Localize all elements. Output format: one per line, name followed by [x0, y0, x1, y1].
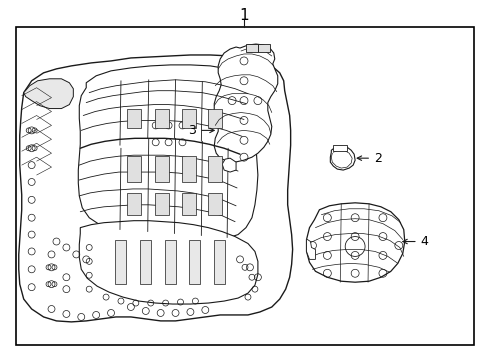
- Bar: [182, 193, 196, 215]
- Polygon shape: [330, 146, 354, 170]
- Bar: [154, 109, 168, 129]
- Text: 3: 3: [188, 124, 214, 137]
- Bar: [127, 156, 141, 182]
- Bar: [182, 156, 196, 182]
- Bar: [154, 193, 168, 215]
- Polygon shape: [306, 239, 315, 260]
- Polygon shape: [214, 44, 277, 162]
- Polygon shape: [19, 55, 292, 322]
- Bar: [154, 156, 168, 182]
- Text: 1: 1: [239, 8, 248, 23]
- Bar: [115, 239, 126, 284]
- Bar: [208, 109, 222, 129]
- Bar: [127, 109, 141, 129]
- Bar: [208, 193, 222, 215]
- Polygon shape: [222, 158, 236, 172]
- Bar: [16, 27, 473, 345]
- Text: 4: 4: [402, 235, 427, 248]
- Bar: [182, 109, 196, 129]
- Bar: [333, 145, 346, 151]
- Polygon shape: [78, 65, 257, 242]
- Bar: [189, 239, 200, 284]
- Polygon shape: [79, 221, 257, 304]
- Polygon shape: [306, 203, 404, 282]
- Polygon shape: [24, 79, 73, 109]
- Bar: [214, 239, 224, 284]
- Bar: [140, 239, 150, 284]
- Bar: [164, 239, 175, 284]
- Text: 2: 2: [356, 152, 381, 165]
- Bar: [245, 44, 257, 52]
- Bar: [127, 193, 141, 215]
- Bar: [257, 44, 269, 52]
- Bar: [208, 156, 222, 182]
